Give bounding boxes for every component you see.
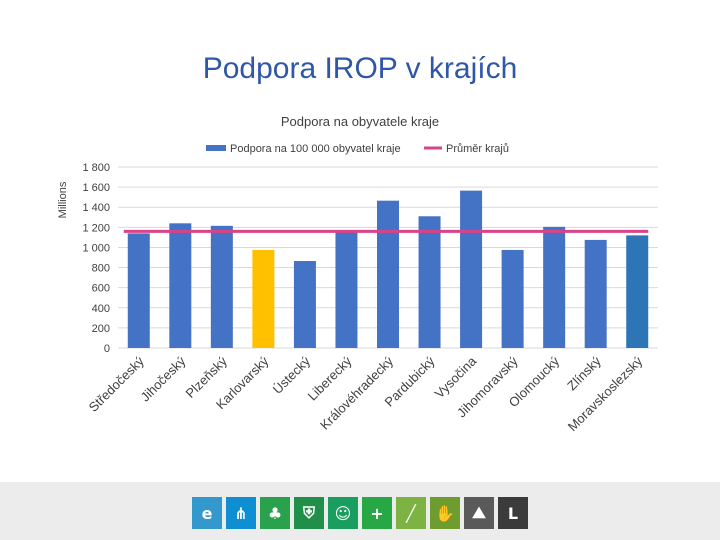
- bar: [335, 231, 358, 348]
- slide-title: Podpora IROP v krajích: [202, 52, 518, 85]
- bar: [501, 249, 524, 348]
- y-tick-label: 200: [92, 323, 110, 335]
- y-tick-label: 0: [104, 343, 110, 355]
- program-icons: e ⋔ ♣ ⛨ ☺ + ╱ ✋ ⛰ L: [192, 497, 528, 529]
- bar: [543, 226, 566, 348]
- y-tick-label: 1 600: [82, 182, 110, 194]
- bar: [460, 190, 483, 348]
- bar: [127, 233, 150, 348]
- legend-label: Průměr krajů: [446, 143, 509, 155]
- y-tick-label: 1 000: [82, 242, 110, 254]
- tree-icon: ♣: [260, 497, 290, 529]
- bar: [293, 261, 316, 348]
- corner-icon: L: [498, 497, 528, 529]
- bar-chart: 0 200 400 600 800 1 000 1 200 1 400 1 600 1 800 S…: [57, 143, 658, 434]
- bar: [169, 223, 192, 348]
- e-icon: e: [192, 497, 222, 529]
- category-label: Jihočeský: [137, 353, 188, 404]
- bar: [210, 225, 233, 348]
- y-tick-label: 1 200: [82, 222, 110, 234]
- y-tick-label: 400: [92, 303, 110, 315]
- category-label: Královéhradecký: [317, 353, 396, 432]
- y-tick-label: 800: [92, 263, 110, 275]
- bar: [252, 249, 275, 348]
- category-label: Středočeský: [86, 353, 148, 415]
- y-tick-label: 1 400: [82, 202, 110, 214]
- footer-bar: [0, 482, 720, 540]
- category-label: Moravskoslezský: [565, 353, 646, 434]
- bar: [584, 239, 607, 348]
- y-tick-label: 1 800: [82, 162, 110, 174]
- bar: [377, 200, 399, 348]
- category-label: Zlínský: [564, 353, 604, 393]
- bandage-icon: ╱: [396, 497, 426, 529]
- network-icon: ⋔: [226, 497, 256, 529]
- people-icon: ☺: [328, 497, 358, 529]
- plus-icon: +: [362, 497, 392, 529]
- chart-title: Podpora na obyvatele kraje: [280, 114, 440, 129]
- y-tick-label: 600: [92, 283, 110, 295]
- y-axis-label: Millions: [57, 181, 69, 218]
- legend-label: Podpora na 100 000 obyvatel kraje: [230, 143, 401, 155]
- climb-icon: ⛰: [464, 497, 494, 529]
- bar: [418, 216, 441, 348]
- hand-icon: ✋: [430, 497, 460, 529]
- legend-swatch-bar: [206, 145, 226, 151]
- bar: [626, 235, 649, 348]
- shield-icon: ⛨: [294, 497, 324, 529]
